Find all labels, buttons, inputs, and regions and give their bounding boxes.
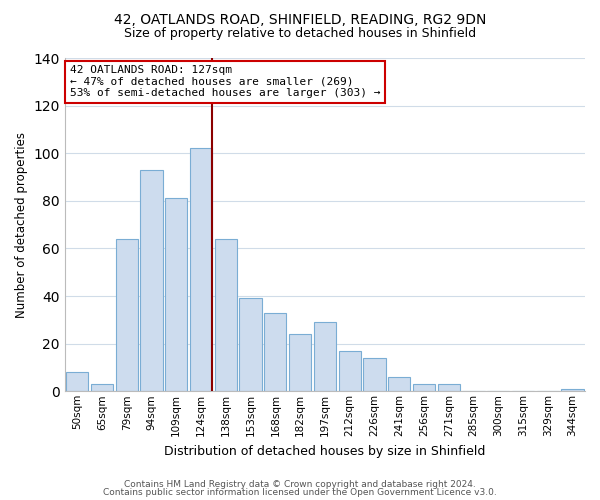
- Text: Contains HM Land Registry data © Crown copyright and database right 2024.: Contains HM Land Registry data © Crown c…: [124, 480, 476, 489]
- Bar: [140, 170, 163, 392]
- Bar: [289, 334, 311, 392]
- Bar: [562, 389, 584, 392]
- Bar: [388, 377, 410, 392]
- Bar: [437, 384, 460, 392]
- Bar: [116, 239, 138, 392]
- X-axis label: Distribution of detached houses by size in Shinfield: Distribution of detached houses by size …: [164, 444, 485, 458]
- Bar: [190, 148, 212, 392]
- Bar: [215, 239, 237, 392]
- Bar: [413, 384, 435, 392]
- Bar: [314, 322, 336, 392]
- Bar: [264, 312, 286, 392]
- Bar: [363, 358, 386, 392]
- Bar: [66, 372, 88, 392]
- Text: Contains public sector information licensed under the Open Government Licence v3: Contains public sector information licen…: [103, 488, 497, 497]
- Bar: [338, 351, 361, 392]
- Y-axis label: Number of detached properties: Number of detached properties: [15, 132, 28, 318]
- Bar: [165, 198, 187, 392]
- Text: Size of property relative to detached houses in Shinfield: Size of property relative to detached ho…: [124, 28, 476, 40]
- Text: 42 OATLANDS ROAD: 127sqm
← 47% of detached houses are smaller (269)
53% of semi-: 42 OATLANDS ROAD: 127sqm ← 47% of detach…: [70, 65, 380, 98]
- Bar: [239, 298, 262, 392]
- Text: 42, OATLANDS ROAD, SHINFIELD, READING, RG2 9DN: 42, OATLANDS ROAD, SHINFIELD, READING, R…: [114, 12, 486, 26]
- Bar: [91, 384, 113, 392]
